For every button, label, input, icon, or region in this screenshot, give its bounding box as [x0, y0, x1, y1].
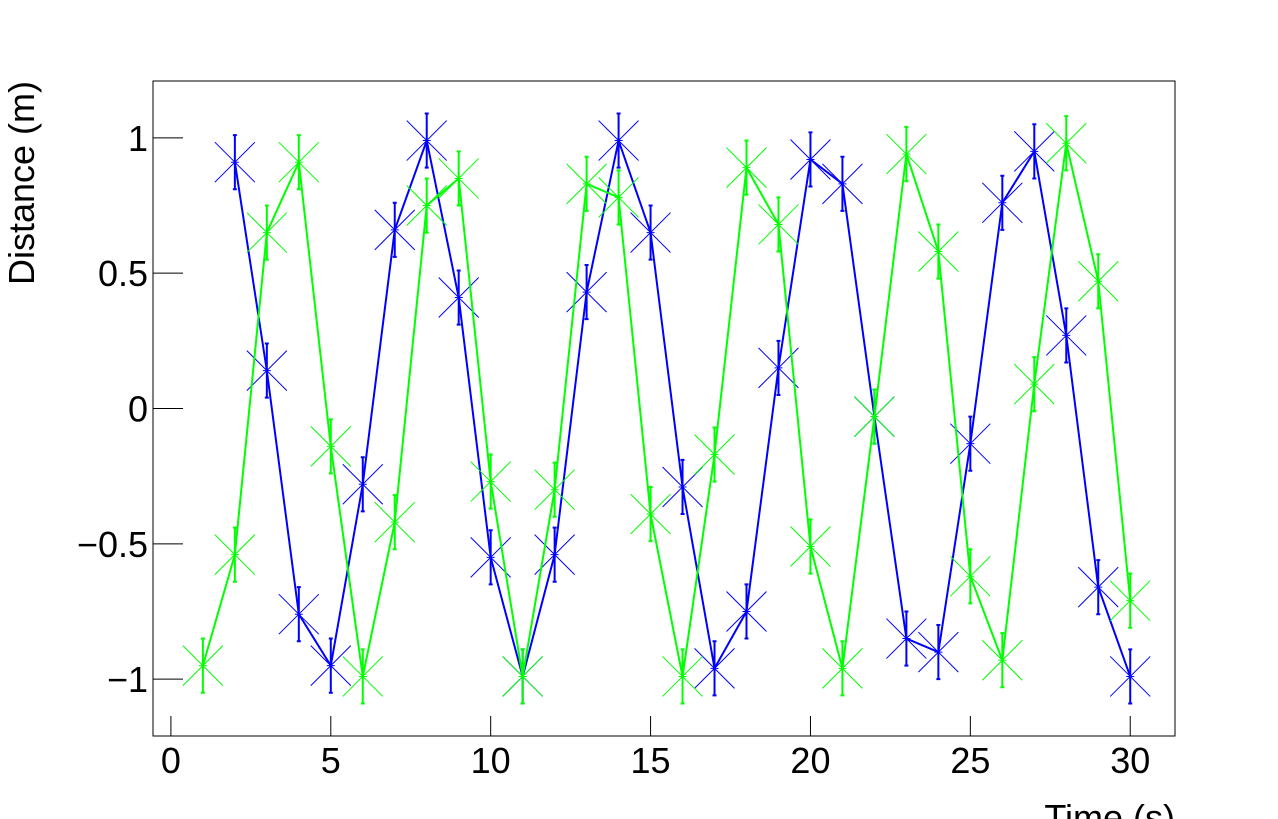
marker: [1013, 131, 1055, 172]
x-tick-label: 30: [1110, 740, 1150, 781]
marker: [438, 277, 480, 318]
marker: [374, 209, 416, 251]
marker: [566, 163, 607, 205]
marker: [886, 133, 927, 175]
marker: [694, 434, 735, 475]
marker: [1109, 580, 1151, 622]
marker: [1045, 122, 1087, 164]
marker: [1077, 260, 1119, 302]
marker: [406, 185, 448, 226]
marker: [534, 534, 575, 576]
marker: [1045, 315, 1087, 356]
marker: [630, 493, 671, 535]
y-tick-label: 0: [128, 389, 148, 430]
marker: [790, 139, 831, 180]
marker: [758, 204, 799, 245]
marker: [1109, 656, 1151, 697]
marker: [1013, 363, 1055, 405]
marker: [886, 618, 927, 659]
y-tick-label: −0.5: [77, 524, 148, 565]
marker: [566, 271, 607, 313]
y-tick-label: 1: [128, 118, 148, 159]
x-axis-title: Time (s): [1044, 797, 1175, 819]
marker: [598, 177, 639, 218]
marker: [694, 647, 735, 689]
marker: [949, 555, 991, 597]
marker: [182, 645, 224, 686]
marker: [470, 537, 512, 578]
marker: [981, 639, 1023, 681]
marker: [374, 501, 416, 543]
marker: [438, 158, 480, 199]
y-tick-label: 0.5: [98, 253, 148, 294]
marker: [214, 534, 256, 576]
series-line: [201, 143, 1132, 677]
marker: [726, 147, 767, 188]
x-tick-label: 15: [631, 740, 671, 781]
marker: [470, 461, 512, 502]
marker: [310, 426, 352, 467]
marker: [854, 396, 895, 437]
marker: [1077, 566, 1119, 608]
x-tick-label: 10: [471, 740, 511, 781]
x-tick-label: 0: [161, 740, 181, 781]
x-tick-label: 5: [321, 740, 341, 781]
marker: [214, 141, 256, 183]
plot-frame: [152, 80, 1176, 737]
marker: [342, 656, 384, 697]
x-tick-label: 25: [950, 740, 990, 781]
marker: [246, 350, 288, 391]
marker: [918, 231, 959, 272]
marker: [822, 647, 863, 689]
series-line: [233, 136, 1132, 681]
marker: [310, 645, 352, 686]
y-axis-title: Distance (m): [1, 81, 42, 285]
marker: [758, 347, 799, 389]
marker: [822, 163, 863, 205]
marker: [278, 593, 320, 635]
marker: [502, 656, 544, 697]
marker: [918, 631, 959, 673]
marker: [342, 463, 384, 505]
marker: [790, 526, 831, 567]
marker: [598, 120, 639, 161]
marker: [662, 656, 703, 697]
marker: [949, 423, 991, 465]
marker: [406, 120, 448, 161]
marker: [981, 182, 1023, 224]
marker: [726, 591, 767, 632]
marker: [246, 212, 288, 253]
marker: [630, 212, 671, 253]
y-tick-label: −1: [107, 659, 148, 700]
marker: [278, 141, 320, 183]
marker: [662, 466, 703, 508]
x-tick-label: 20: [790, 740, 830, 781]
marker: [534, 469, 575, 511]
